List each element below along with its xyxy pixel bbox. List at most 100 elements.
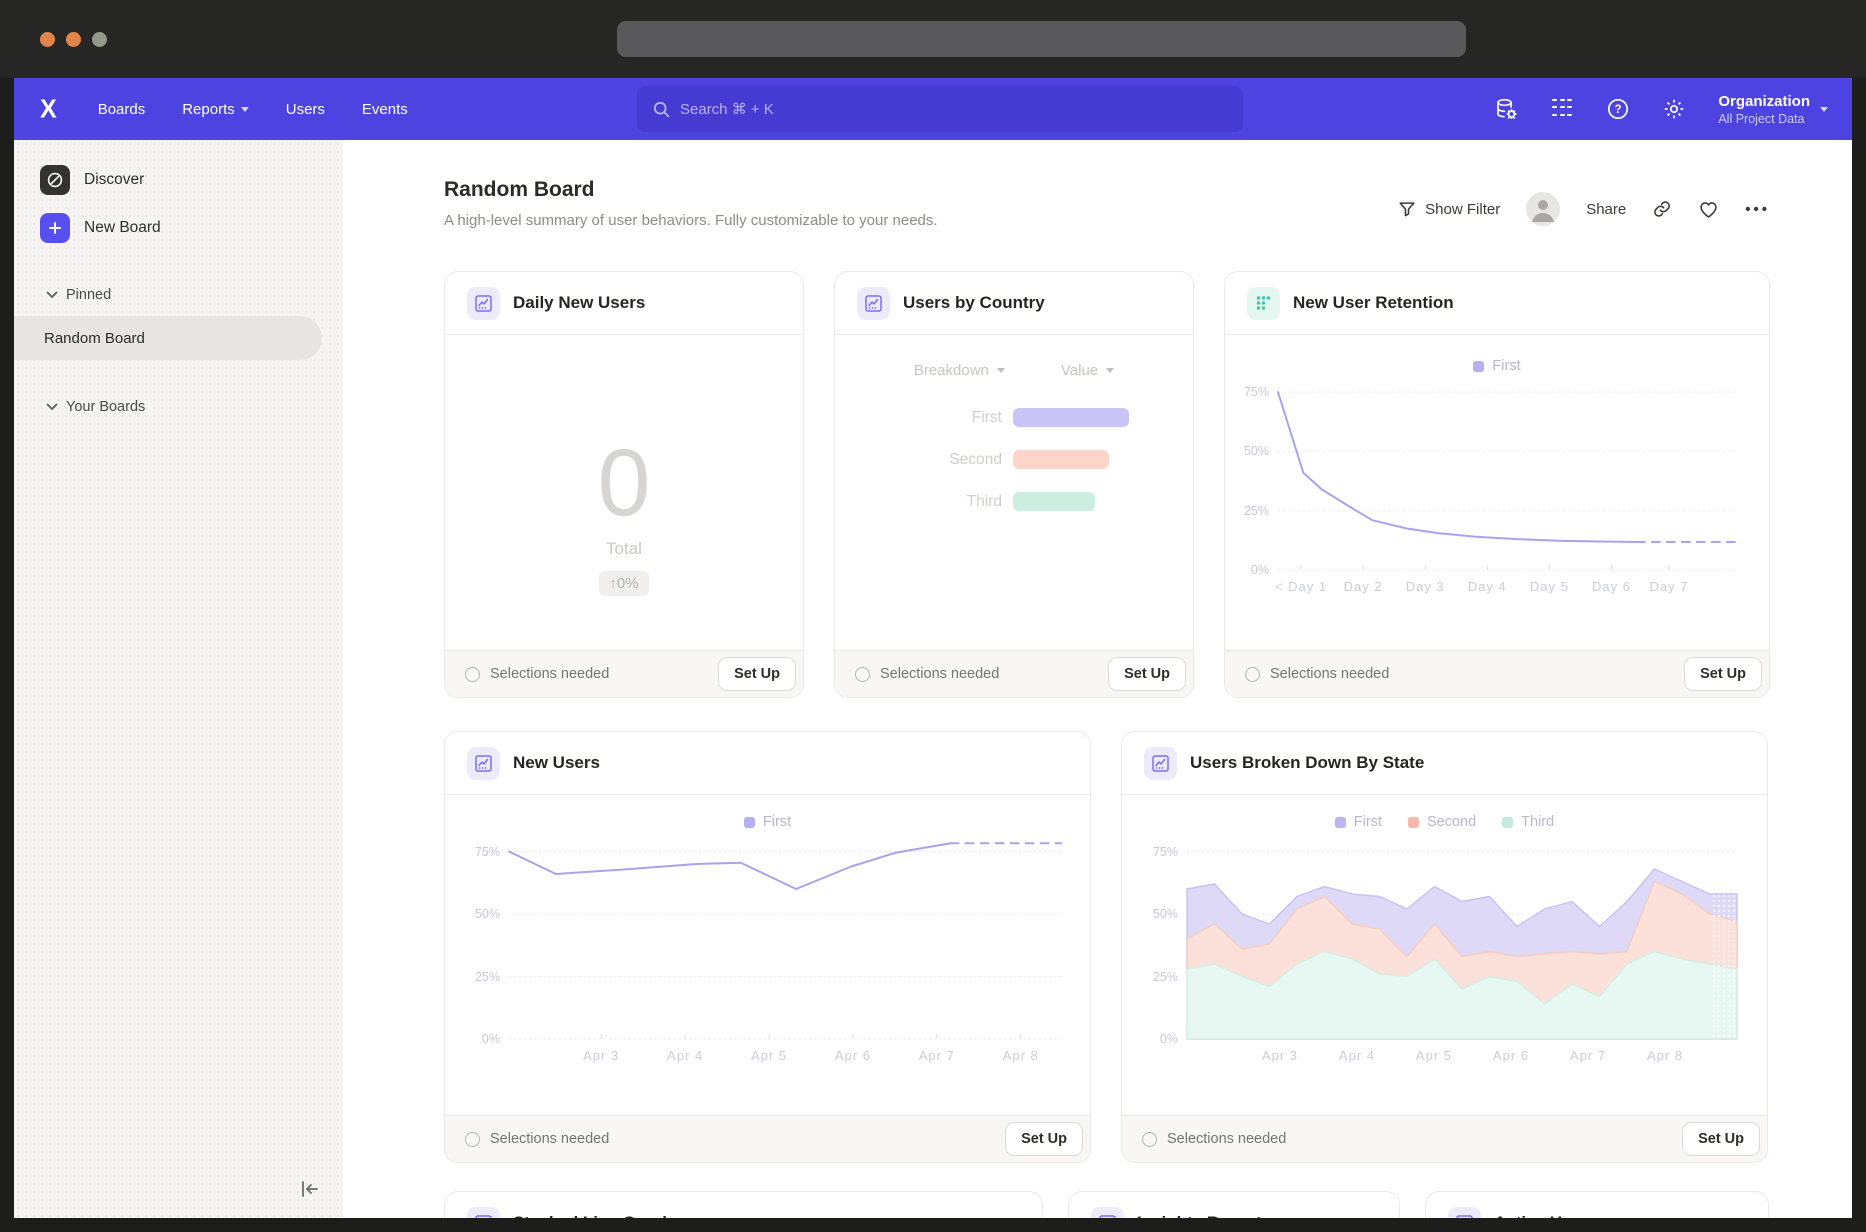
x-axis-tick-label: Apr 3 — [1262, 1048, 1298, 1063]
card-title: New Users — [513, 753, 600, 773]
set-up-button[interactable]: Set Up — [718, 657, 796, 691]
card-new-users: New Users First 75%50%25%0%Apr 3Apr 4Apr… — [444, 731, 1091, 1163]
more-options-icon[interactable]: ••• — [1745, 201, 1770, 218]
sidebar: Discover New Board Pinned Random Board Y… — [14, 140, 343, 1218]
card-title: Stacked Line Graph — [513, 1213, 673, 1218]
bar — [1013, 408, 1129, 427]
section-pinned[interactable]: Pinned — [46, 282, 343, 308]
settings-gear-icon[interactable] — [1662, 97, 1686, 121]
status-selections-needed: Selections needed — [855, 666, 999, 682]
new-board-button[interactable]: New Board — [40, 210, 343, 246]
legend-swatch-icon — [1335, 817, 1346, 828]
y-axis-tick-label: 50% — [1244, 444, 1269, 458]
x-axis-tick-label: Apr 6 — [1493, 1048, 1529, 1063]
empty-radio-icon — [855, 667, 870, 682]
y-axis-tick-label: 25% — [1244, 504, 1269, 518]
bar-row: Third — [835, 492, 1193, 511]
breakdown-dropdown[interactable]: Breakdown — [914, 362, 1005, 379]
card-title: Users by Country — [903, 293, 1045, 313]
nav-item-boards[interactable]: Boards — [98, 101, 146, 118]
card-stacked-line-graph: Stacked Line Graph — [444, 1191, 1043, 1218]
bar-row: First — [835, 408, 1193, 427]
nav-item-reports[interactable]: Reports — [182, 101, 249, 118]
card-insights-report: Insights Report — [1068, 1191, 1400, 1218]
x-axis-tick-label: Apr 4 — [667, 1048, 703, 1063]
x-axis-tick-label: Day 6 — [1592, 579, 1631, 594]
discover-compass-icon — [40, 165, 70, 195]
search-input[interactable]: Search ⌘ + K — [637, 86, 1243, 132]
mixpanel-logo-icon[interactable]: X — [40, 94, 56, 124]
collapse-sidebar-icon[interactable] — [297, 1176, 323, 1202]
x-axis-tick-label: Day 5 — [1530, 579, 1569, 594]
show-filter-button[interactable]: Show Filter — [1398, 200, 1500, 218]
help-icon[interactable]: ? — [1606, 97, 1630, 121]
legend-swatch-icon — [1473, 361, 1484, 372]
sidebar-item-random-board[interactable]: Random Board — [14, 316, 322, 360]
org-switcher[interactable]: Organization All Project Data — [1718, 92, 1828, 127]
card-title: Active Users — [1494, 1213, 1597, 1218]
x-axis-tick-label: Apr 8 — [1647, 1048, 1683, 1063]
empty-radio-icon — [1142, 1132, 1157, 1147]
window-minimize-button[interactable] — [66, 32, 81, 47]
line-chart-icon — [857, 287, 890, 320]
set-up-button[interactable]: Set Up — [1005, 1122, 1083, 1156]
window-close-button[interactable] — [40, 32, 55, 47]
favorite-heart-icon[interactable] — [1698, 199, 1719, 220]
chart-legend: First — [445, 813, 1090, 831]
avatar[interactable] — [1526, 192, 1560, 226]
legend-label: First — [1354, 814, 1382, 830]
value-dropdown[interactable]: Value — [1061, 362, 1114, 379]
org-project: All Project Data — [1718, 111, 1810, 127]
y-axis-tick-label: 0% — [1160, 1032, 1178, 1046]
empty-radio-icon — [465, 1132, 480, 1147]
new-users-chart: First 75%50%25%0%Apr 3Apr 4Apr 5Apr 6Apr… — [445, 813, 1090, 1039]
bar-label: Third — [835, 493, 1002, 511]
status-selections-needed: Selections needed — [465, 1131, 609, 1147]
filter-funnel-icon — [1398, 200, 1416, 218]
metric-delta-badge: ↑0% — [599, 571, 648, 596]
x-axis-tick-label: Day 4 — [1468, 579, 1507, 594]
x-axis-tick-label: < Day 1 — [1275, 579, 1327, 594]
legend-label: First — [1492, 358, 1520, 374]
y-axis-tick-label: 75% — [1153, 845, 1178, 859]
svg-text:?: ? — [1615, 104, 1622, 116]
card-daily-new-users: Daily New Users 0 Total ↑0% Selections n… — [444, 271, 804, 698]
set-up-button[interactable]: Set Up — [1682, 1122, 1760, 1156]
card-title: Users Broken Down By State — [1190, 753, 1424, 773]
x-axis-tick-label: Day 7 — [1650, 579, 1689, 594]
legend-item: First — [744, 814, 791, 830]
apps-grid-icon[interactable] — [1550, 97, 1574, 121]
x-axis-tick-label: Apr 6 — [835, 1048, 871, 1063]
chevron-down-icon — [1820, 107, 1828, 112]
chevron-down-icon — [241, 107, 249, 112]
y-axis-tick-label: 75% — [475, 845, 500, 859]
copy-link-icon[interactable] — [1652, 199, 1672, 219]
chart-legend: FirstSecondThird — [1122, 813, 1767, 831]
y-axis-tick-label: 25% — [475, 970, 500, 984]
section-your-boards[interactable]: Your Boards — [46, 394, 343, 420]
sidebar-item-discover[interactable]: Discover — [40, 162, 343, 198]
app-window: X Boards Reports Users Events Search ⌘ +… — [14, 78, 1852, 1218]
bar-row: Second — [835, 450, 1193, 469]
nav-item-users[interactable]: Users — [286, 101, 325, 118]
bar — [1013, 492, 1095, 511]
legend-item: First — [1473, 358, 1520, 374]
bar — [1013, 450, 1109, 469]
y-axis-tick-label: 0% — [482, 1032, 500, 1046]
chart-legend: First — [1225, 357, 1769, 375]
legend-swatch-icon — [744, 817, 755, 828]
line-chart-icon — [1144, 747, 1177, 780]
stacked-area-chart: FirstSecondThird 75%50%25%0%Apr 3Apr 4Ap… — [1122, 813, 1767, 1039]
x-axis-tick-label: Apr 7 — [1570, 1048, 1606, 1063]
y-axis-tick-label: 50% — [1153, 907, 1178, 921]
set-up-button[interactable]: Set Up — [1684, 657, 1762, 691]
nav-item-events[interactable]: Events — [362, 101, 408, 118]
browser-address-bar[interactable] — [617, 21, 1466, 57]
set-up-button[interactable]: Set Up — [1108, 657, 1186, 691]
share-button[interactable]: Share — [1586, 201, 1626, 218]
x-axis-tick-label: Apr 7 — [919, 1048, 955, 1063]
data-management-icon[interactable] — [1494, 97, 1518, 121]
window-zoom-button[interactable] — [92, 32, 107, 47]
status-selections-needed: Selections needed — [1245, 666, 1389, 682]
legend-label: Third — [1521, 814, 1554, 830]
